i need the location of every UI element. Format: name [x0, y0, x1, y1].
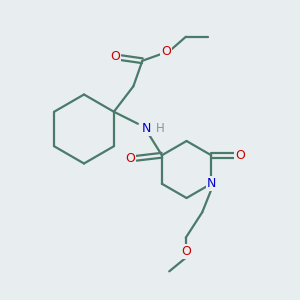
Text: O: O — [236, 149, 245, 162]
Text: O: O — [181, 245, 191, 258]
Text: O: O — [110, 50, 120, 63]
Text: O: O — [125, 152, 135, 165]
Text: N: N — [142, 122, 152, 135]
Text: N: N — [207, 177, 216, 190]
Text: O: O — [161, 45, 171, 58]
Text: H: H — [156, 122, 165, 135]
